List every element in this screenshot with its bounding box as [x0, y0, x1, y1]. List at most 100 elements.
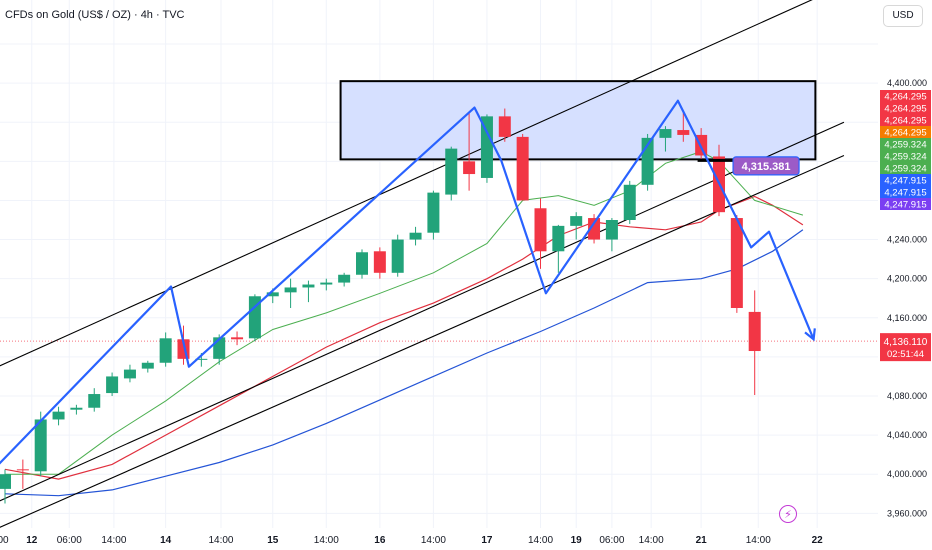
candle-body [534, 208, 547, 252]
candle [641, 133, 654, 191]
candle-body [123, 369, 136, 379]
price-label-box [880, 114, 931, 126]
x-tick-label: 16 [374, 535, 386, 546]
x-tick-label: 14 [160, 535, 172, 546]
candle-body [284, 287, 297, 293]
price-label-box [880, 150, 931, 162]
candle-body [266, 292, 279, 297]
current-price-value: 4,136.110 [884, 337, 928, 348]
price-label: 4,247.915 [884, 176, 926, 187]
candle [70, 404, 83, 415]
channel-line [0, 0, 813, 367]
candle [52, 406, 65, 426]
price-label: 4,247.915 [884, 188, 926, 199]
x-tick-label: 14:00 [421, 535, 446, 546]
candle-body [445, 148, 458, 195]
x-tick-label: 15 [267, 535, 279, 546]
x-tick-label: 22 [812, 535, 824, 546]
candle [338, 272, 351, 287]
candle [427, 190, 440, 240]
candle-body [463, 161, 476, 175]
candle-body [623, 184, 636, 220]
candle-body [659, 129, 672, 138]
x-tick-label: 19 [571, 535, 583, 546]
candle-body [88, 394, 101, 408]
x-tick-label: 14:00 [101, 535, 126, 546]
candle-body [159, 338, 172, 363]
candle [391, 234, 404, 277]
candle [409, 226, 422, 246]
y-tick-label: 4,160.000 [887, 313, 927, 323]
inline-price-label-text: 4,315.381 [742, 161, 791, 173]
price-label: 4,247.915 [884, 200, 926, 211]
current-price-badge [880, 333, 931, 362]
y-tick-label: 4,000.000 [887, 469, 927, 479]
candle [659, 126, 672, 152]
price-label: 4,259.324 [884, 140, 926, 151]
lightning-bolt-icon[interactable]: ⚡ [779, 505, 797, 523]
candle-body [748, 311, 761, 352]
candle-body [552, 225, 565, 252]
candle-body [570, 216, 583, 226]
candle [605, 218, 618, 252]
candle [588, 214, 601, 244]
inline-price-label-box [732, 156, 800, 176]
candle [159, 332, 172, 367]
arrow-head [804, 328, 816, 342]
candle-body [70, 407, 83, 410]
candle [677, 110, 690, 142]
candle-body [730, 218, 743, 308]
candle [248, 294, 261, 342]
y-tick-label: 4,080.000 [887, 391, 927, 401]
price-label: 4,264.295 [884, 116, 926, 127]
candle [356, 249, 368, 279]
candle [534, 198, 547, 269]
x-tick-label: 14:00 [0, 535, 9, 546]
candle [320, 278, 333, 291]
currency-button[interactable]: USD [883, 5, 923, 27]
y-tick-label: 4,200.000 [887, 274, 927, 284]
x-tick-label: 06:00 [599, 535, 624, 546]
price-label: 4,259.324 [884, 152, 926, 163]
price-label-box [880, 126, 931, 138]
candle-body [677, 130, 690, 135]
candle [445, 146, 458, 201]
candle-body [106, 376, 119, 394]
channel-line [0, 154, 845, 528]
price-label: 4,259.324 [884, 164, 926, 175]
grid-lines [0, 0, 878, 528]
x-tick-label: 12 [26, 535, 38, 546]
supply-zone [339, 80, 817, 161]
candle [748, 290, 761, 396]
x-tick-label: 14:00 [314, 535, 339, 546]
price-label: 4,264.295 [884, 92, 926, 103]
candle-body [498, 116, 511, 137]
candle-body [231, 337, 244, 340]
candle [552, 224, 565, 273]
candle-body [391, 239, 404, 273]
candle [302, 280, 315, 303]
candle [730, 215, 743, 313]
price-label: 4,264.295 [884, 104, 926, 115]
price-label-box [880, 186, 931, 198]
inline-price-label: 4,315.381 [732, 156, 800, 176]
price-label-box [880, 174, 931, 186]
y-tick-label: 4,400.000 [887, 78, 927, 88]
candle-body [516, 136, 529, 201]
price-label: 4,264.295 [884, 128, 926, 139]
candle [498, 108, 511, 142]
price-label-box [880, 138, 931, 150]
candle [0, 469, 11, 504]
price-axis: 3,960.000 4,000.000 4,040.000 4,080.000 4,16… [878, 0, 932, 550]
candle [123, 364, 136, 383]
price-label-box [880, 102, 931, 114]
candle-body [0, 474, 11, 489]
price-label-box [880, 162, 931, 174]
y-tick-label: 4,240.000 [887, 235, 927, 245]
chart-title: CFDs on Gold (US$ / OZ) · 4h · TVC [5, 9, 185, 21]
candle-body [605, 220, 618, 240]
y-tick-label: 3,960.000 [887, 508, 927, 518]
candle [623, 180, 636, 224]
x-tick-label: 21 [696, 535, 708, 546]
